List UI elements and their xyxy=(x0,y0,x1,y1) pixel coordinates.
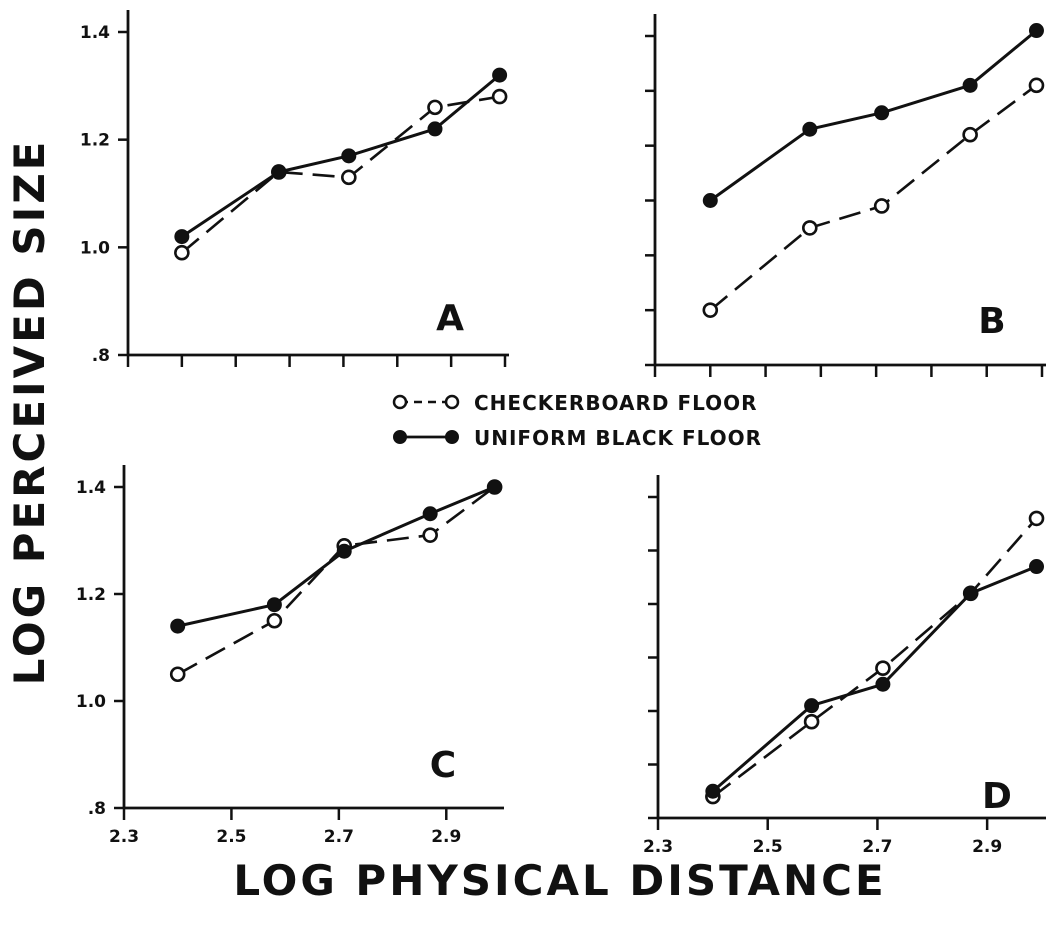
panel-b-series-checkerboard-line xyxy=(709,84,1038,312)
panel-d-x-tick-label: 2.5 xyxy=(753,837,783,857)
panel-c-x-tick-label: 2.5 xyxy=(216,827,246,847)
panel-c-y-tick-label: 1.4 xyxy=(76,478,106,498)
panel-a-uniform-point xyxy=(271,164,287,180)
legend-checkerboard-marker-left xyxy=(392,394,408,410)
panel-d-uniform-point xyxy=(804,698,820,714)
panel-d-checkerboard-point xyxy=(875,660,891,677)
panel-d-letter: D xyxy=(982,776,1012,817)
panel-a-y-tick-label: .8 xyxy=(92,346,110,366)
panel-a-letter: A xyxy=(436,298,464,339)
panel-c-checkerboard-point xyxy=(266,612,283,629)
panel-c-x-tick-label: 2.7 xyxy=(324,827,354,847)
legend-uniform-marker-left xyxy=(393,430,407,444)
panel-a-uniform-point xyxy=(427,121,443,137)
panel-a-uniform-point xyxy=(174,229,190,245)
panel-d-uniform-point xyxy=(875,676,891,692)
panel-b-checkerboard-point xyxy=(702,302,719,318)
panel-b-checkerboard-point xyxy=(1028,77,1045,94)
panel-c-uniform-point xyxy=(422,506,438,522)
x-axis-title: LOG PHYSICAL DISTANCE xyxy=(233,856,886,905)
panel-c: .8 1.0 1.2 1.4 2.3 2.5 2.7 2.9 C xyxy=(76,465,504,847)
legend-checkerboard-marker-right xyxy=(444,394,460,410)
panel-a-series-uniform-line xyxy=(181,73,501,238)
y-axis-title: LOG PERCEIVED SIZE xyxy=(5,139,54,686)
panel-c-series-checkerboard-line xyxy=(177,485,496,676)
panel-b-checkerboard-point xyxy=(801,220,818,236)
panel-c-y-tick-label: 1.2 xyxy=(76,585,106,605)
panel-c-checkerboard-point xyxy=(169,666,186,683)
legend-uniform-marker-right xyxy=(445,430,459,444)
panel-a-uniform-point xyxy=(341,148,357,164)
panel-d-x-tick-label: 2.9 xyxy=(972,837,1002,857)
panel-b-uniform-point xyxy=(962,77,978,93)
panel-a-checkerboard-point xyxy=(174,244,190,261)
panel-d-x-tick-label: 2.7 xyxy=(862,837,892,857)
panel-a-y-tick-label: 1.0 xyxy=(80,238,110,258)
panel-b: B xyxy=(645,14,1046,377)
panel-a-series-checkerboard-line xyxy=(181,95,500,254)
panel-c-y-tick-label: .8 xyxy=(88,799,106,819)
panel-a-checkerboard-point xyxy=(491,88,508,105)
panel-a: .8 1.0 1.2 1.4 A xyxy=(80,10,509,367)
panel-c-y-tick-label: 1.0 xyxy=(76,692,106,712)
panel-d-checkerboard-point xyxy=(803,713,820,730)
panel-d-uniform-point xyxy=(705,783,721,799)
legend-uniform-label: UNIFORM BLACK FLOOR xyxy=(474,426,762,450)
panel-d-checkerboard-point xyxy=(1028,510,1045,527)
panel-d-series-uniform-line xyxy=(711,565,1038,793)
panel-d-x-tick-label: 2.3 xyxy=(643,837,673,857)
legend: CHECKERBOARD FLOOR UNIFORM BLACK FLOOR xyxy=(392,391,762,450)
panel-c-letter: C xyxy=(430,745,456,786)
panel-c-series-uniform-line xyxy=(177,485,496,628)
panel-b-uniform-point xyxy=(702,193,718,208)
panel-c-uniform-point xyxy=(170,618,186,634)
panel-b-uniform-point xyxy=(1028,23,1044,39)
panel-c-x-tick-label: 2.9 xyxy=(431,827,461,847)
panel-b-checkerboard-point xyxy=(873,198,890,214)
panel-c-uniform-point xyxy=(487,479,503,495)
panel-a-y-tick-label: 1.2 xyxy=(80,131,110,151)
panel-a-y-tick-label: 1.4 xyxy=(80,23,110,43)
panel-a-checkerboard-point xyxy=(341,169,357,186)
legend-checkerboard-label: CHECKERBOARD FLOOR xyxy=(474,391,758,415)
panels-group: .8 1.0 1.2 1.4 A B .8 1.0 1.2 1.4 2.3 2.5 2.7 2.9 C 2.3… xyxy=(76,10,1046,857)
panel-b-uniform-point xyxy=(874,105,890,121)
panel-b-series-uniform-line xyxy=(709,29,1038,202)
panel-d-uniform-point xyxy=(1029,559,1045,575)
panel-c-checkerboard-point xyxy=(422,527,438,543)
panel-d: 2.3 2.5 2.7 2.9 D xyxy=(643,475,1046,857)
panel-b-letter: B xyxy=(978,301,1005,342)
panel-d-series-checkerboard-line xyxy=(712,517,1038,798)
panel-b-checkerboard-point xyxy=(962,126,978,143)
panel-a-uniform-point xyxy=(492,67,508,83)
panel-b-uniform-point xyxy=(802,121,818,137)
panel-c-uniform-point xyxy=(266,597,282,613)
panel-d-uniform-point xyxy=(963,585,979,601)
panel-a-checkerboard-point xyxy=(427,99,443,116)
panel-c-uniform-point xyxy=(336,543,352,559)
panel-c-x-tick-label: 2.3 xyxy=(109,827,139,847)
